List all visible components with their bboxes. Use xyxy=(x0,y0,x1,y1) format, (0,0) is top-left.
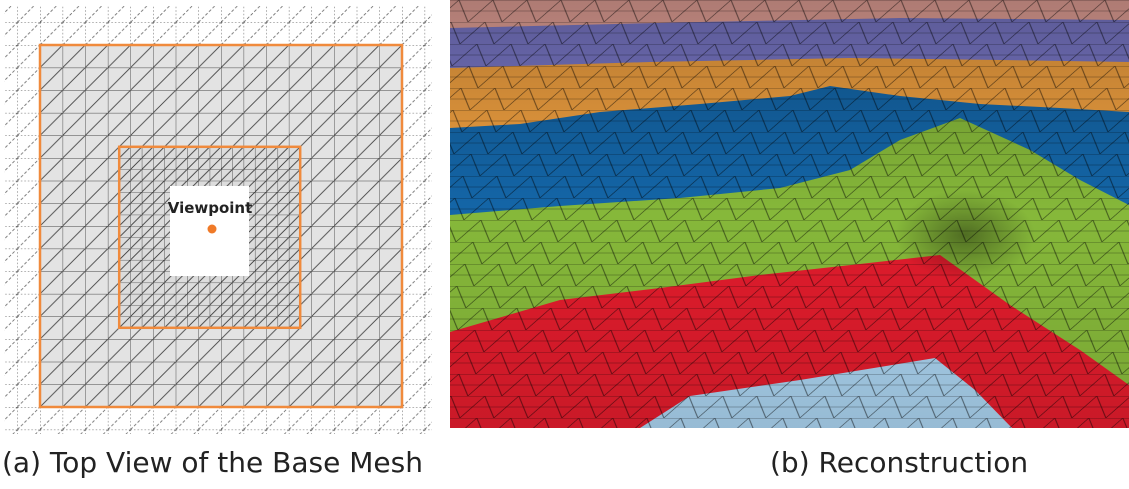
caption-b: (b) Reconstruction xyxy=(770,446,1028,479)
figure-graphics: Viewpoint xyxy=(0,0,1129,440)
caption-a: (a) Top View of the Base Mesh xyxy=(2,446,423,479)
base-mesh: Viewpoint xyxy=(4,6,432,434)
terrain xyxy=(450,0,1129,428)
viewpoint-label: Viewpoint xyxy=(168,199,253,217)
viewpoint-dot xyxy=(208,225,217,234)
figure: Viewpoint (a) Top View of the Base Mesh … xyxy=(0,0,1129,489)
terrain-mesh xyxy=(450,0,1129,428)
